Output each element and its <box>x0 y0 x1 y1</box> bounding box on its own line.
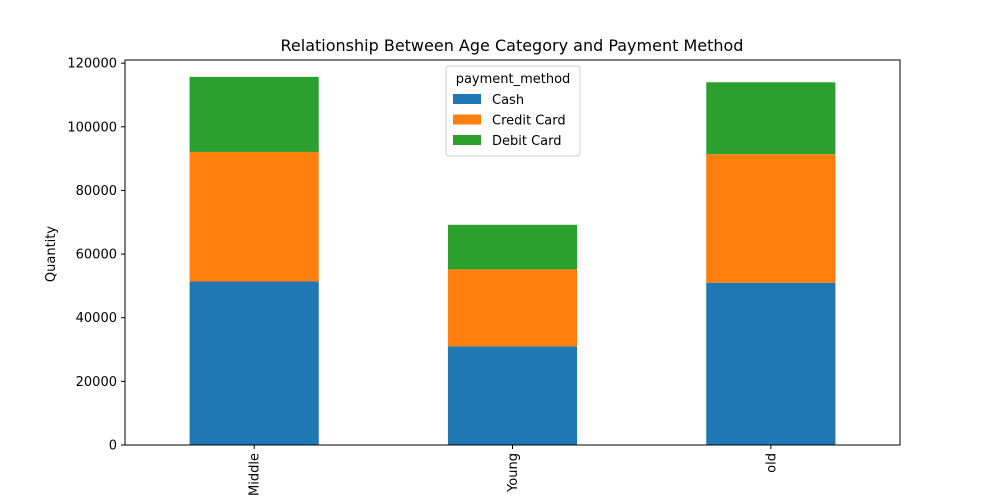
legend-label: Cash <box>492 93 524 108</box>
y-tick-label: 80000 <box>76 184 117 199</box>
bar-old-credit-card <box>706 154 836 283</box>
bar-old-debit-card <box>706 82 836 155</box>
y-axis: 0 20000 40000 60000 80000 100000 120000 <box>67 57 125 454</box>
y-axis-label: Quantity <box>44 226 59 282</box>
x-axis: Middle Young old <box>248 445 779 496</box>
y-tick-label: 60000 <box>76 248 117 263</box>
legend-swatch <box>453 135 481 145</box>
x-tick-label: old <box>764 453 779 473</box>
legend: payment_method Cash Credit Card Debit Card <box>445 65 581 157</box>
legend-label: Debit Card <box>492 134 562 149</box>
bar-middle-debit-card <box>189 76 319 152</box>
y-tick-label: 120000 <box>67 57 117 72</box>
y-tick-label: 100000 <box>67 120 117 135</box>
y-tick-label: 0 <box>109 439 117 454</box>
y-tick-label: 40000 <box>76 311 117 326</box>
y-tick-label: 20000 <box>76 375 117 390</box>
plot-frame <box>124 59 901 446</box>
bar-young-credit-card <box>447 269 578 347</box>
bar-young-debit-card <box>447 224 578 270</box>
x-tick-label: Middle <box>248 453 263 496</box>
bar-young-cash <box>447 346 578 445</box>
legend-swatch <box>453 114 481 125</box>
bar-old-cash <box>706 282 836 445</box>
legend-title: payment_method <box>456 72 571 87</box>
x-tick-label: Young <box>506 453 521 493</box>
bar-middle-cash <box>189 281 319 445</box>
bars-group <box>189 76 836 445</box>
legend-box <box>445 65 581 157</box>
legend-swatch <box>453 94 481 104</box>
bar-middle-credit-card <box>189 151 319 282</box>
chart-title: Relationship Between Age Category and Pa… <box>281 36 744 55</box>
legend-label: Credit Card <box>492 114 566 129</box>
